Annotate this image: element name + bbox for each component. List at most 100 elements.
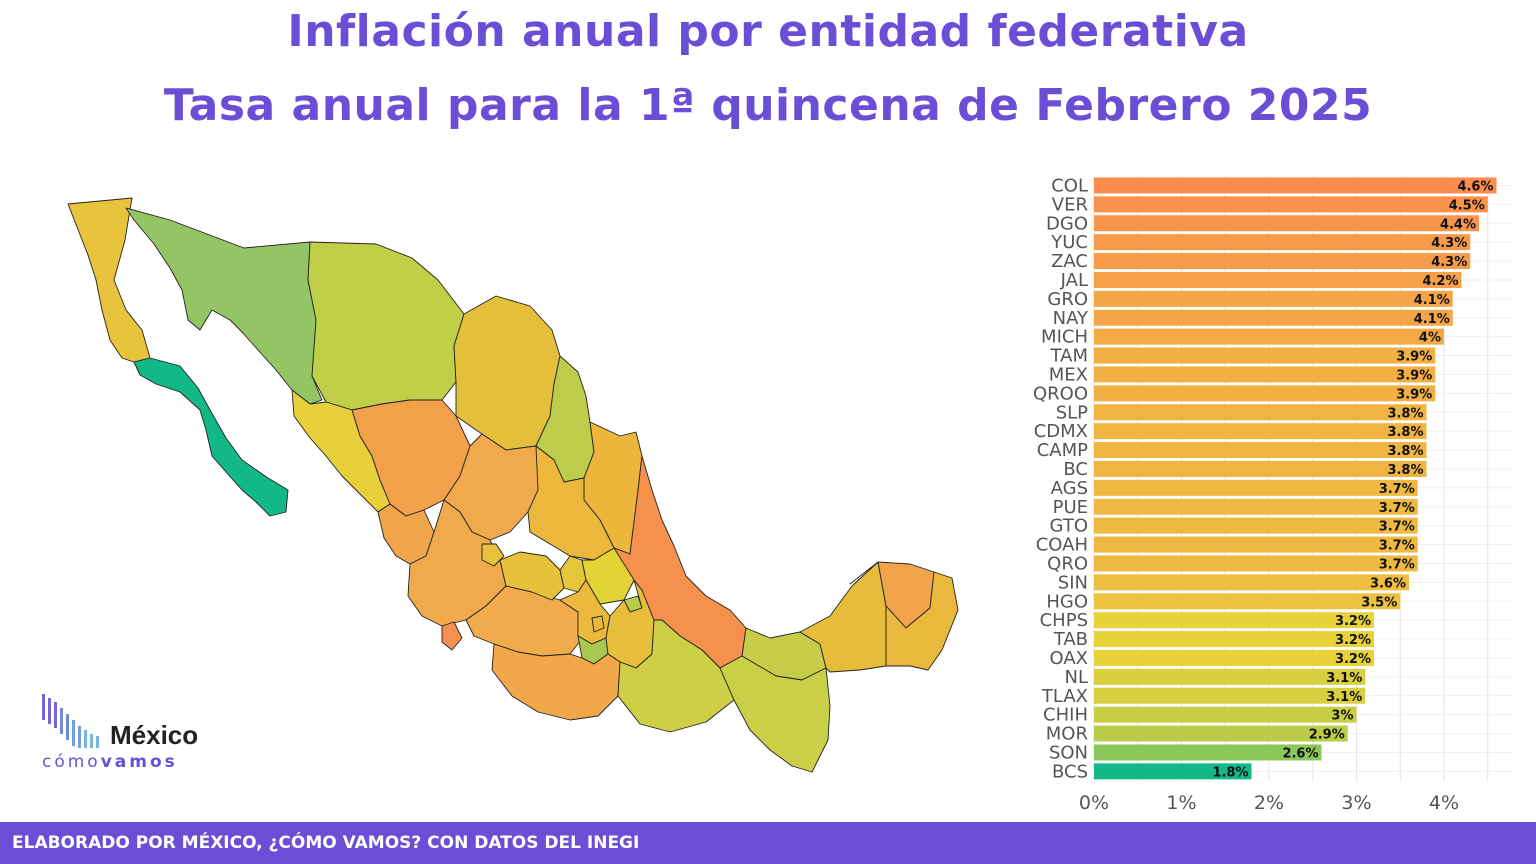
bar	[1094, 536, 1418, 553]
category-label: YUC	[1050, 232, 1088, 253]
category-label: SIN	[1058, 572, 1088, 593]
category-label: NAY	[1053, 308, 1089, 329]
state-coah	[453, 295, 561, 451]
bar	[1094, 706, 1357, 723]
bar	[1094, 555, 1418, 572]
bar	[1094, 517, 1418, 534]
category-label: GTO	[1050, 516, 1088, 537]
data-label: 3.1%	[1326, 671, 1362, 686]
mexico-como-vamos-logo: México cómovamos	[38, 690, 218, 780]
data-label: 3.9%	[1396, 350, 1432, 365]
data-label: 2.9%	[1309, 728, 1345, 743]
category-label: PUE	[1053, 497, 1088, 518]
bar	[1094, 442, 1427, 459]
category-label: CHIH	[1043, 705, 1088, 726]
bar	[1094, 347, 1436, 364]
x-tick-label: 3%	[1341, 792, 1371, 814]
data-label: 3.9%	[1396, 387, 1432, 402]
chart-subtitle: Tasa anual para la 1ª quincena de Febrer…	[163, 80, 1373, 131]
data-label: 3.7%	[1379, 539, 1415, 554]
x-tick-label: 0%	[1079, 792, 1109, 814]
data-label: 4.1%	[1414, 293, 1450, 308]
data-label: 3.8%	[1387, 406, 1423, 421]
category-label: GRO	[1047, 289, 1088, 310]
bar	[1094, 253, 1471, 270]
category-label: MICH	[1041, 327, 1088, 348]
data-label: 3.6%	[1370, 576, 1406, 591]
data-label: 4.3%	[1431, 236, 1467, 251]
bar	[1094, 744, 1322, 761]
bar	[1094, 763, 1252, 780]
bar	[1094, 460, 1427, 477]
bar	[1094, 234, 1471, 251]
bar	[1094, 479, 1418, 496]
data-label: 3.7%	[1379, 501, 1415, 516]
category-label: BCS	[1052, 761, 1088, 782]
data-label: 3.7%	[1379, 557, 1415, 572]
category-label: NL	[1065, 667, 1089, 688]
data-label: 4.3%	[1431, 255, 1467, 270]
category-label: TAB	[1053, 629, 1088, 650]
category-label: AGS	[1051, 478, 1088, 499]
bar	[1094, 290, 1453, 307]
data-label: 3.8%	[1387, 463, 1423, 478]
logo-name: México	[110, 720, 199, 750]
data-label: 4.6%	[1457, 179, 1493, 194]
x-tick-label: 1%	[1166, 792, 1196, 814]
category-label: QRO	[1047, 553, 1088, 574]
state-bcs	[133, 357, 289, 517]
chart-title: Inflación anual por entidad federativa	[287, 6, 1249, 57]
bar	[1094, 593, 1401, 610]
bar	[1094, 631, 1374, 648]
bar	[1094, 385, 1436, 402]
data-label: 3.9%	[1396, 368, 1432, 383]
logo-tagline: cómovamos	[42, 752, 178, 772]
logo-bars-icon	[42, 694, 99, 748]
state-qroo	[885, 571, 959, 671]
bar	[1094, 366, 1436, 383]
data-label: 4.4%	[1440, 217, 1476, 232]
bar	[1094, 196, 1488, 213]
category-label: ZAC	[1051, 251, 1088, 272]
bar	[1094, 328, 1444, 345]
category-label: JAL	[1060, 270, 1088, 291]
bar	[1094, 725, 1348, 742]
category-label: CAMP	[1037, 440, 1088, 461]
bar	[1094, 177, 1497, 194]
state-col	[441, 621, 463, 651]
data-label: 3.1%	[1326, 690, 1362, 705]
footer-bar: ELABORADO POR MÉXICO, ¿CÓMO VAMOS? CON D…	[0, 822, 1536, 864]
data-label: 3.2%	[1335, 614, 1371, 629]
bar	[1094, 574, 1409, 591]
category-label: OAX	[1050, 648, 1089, 669]
category-label: CDMX	[1034, 421, 1088, 442]
category-label: SON	[1049, 742, 1088, 763]
bar	[1094, 687, 1366, 704]
bar	[1094, 309, 1453, 326]
data-label: 4.2%	[1422, 274, 1458, 289]
data-label: 3.7%	[1379, 482, 1415, 497]
inflation-bar-chart: COL 4.6% VER 4.5% DGO 4.4% YUC 4.3% ZAC 4.3% JAL 4.…	[1033, 175, 1514, 814]
category-label: SLP	[1056, 402, 1088, 423]
bar	[1094, 271, 1462, 288]
bar	[1094, 215, 1479, 232]
state-ags	[481, 543, 505, 567]
data-label: 3.2%	[1335, 633, 1371, 648]
category-label: TAM	[1050, 346, 1088, 367]
bar	[1094, 649, 1374, 666]
category-label: BC	[1063, 459, 1088, 480]
bar	[1094, 668, 1366, 685]
category-label: VER	[1052, 194, 1088, 215]
category-label: COL	[1051, 175, 1088, 196]
category-label: MEX	[1049, 364, 1088, 385]
data-label: 3.2%	[1335, 652, 1371, 667]
data-label: 4.5%	[1449, 198, 1485, 213]
data-label: 2.6%	[1282, 746, 1318, 761]
state-chih	[307, 241, 465, 411]
bar	[1094, 404, 1427, 421]
data-label: 3%	[1331, 709, 1353, 724]
bar	[1094, 423, 1427, 440]
data-label: 1.8%	[1212, 765, 1248, 780]
category-label: QROO	[1033, 383, 1088, 404]
category-label: COAH	[1036, 535, 1088, 556]
